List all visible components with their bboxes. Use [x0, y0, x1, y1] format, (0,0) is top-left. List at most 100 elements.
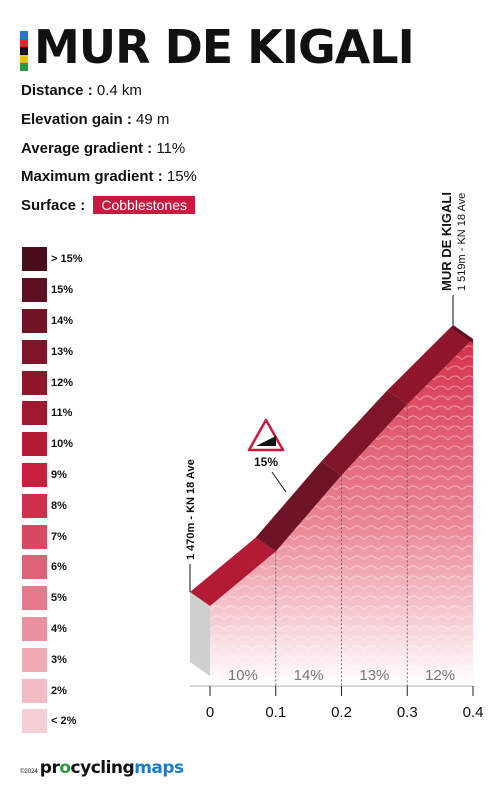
legend-swatch	[22, 462, 47, 487]
legend-label: 8%	[51, 499, 67, 512]
legend-swatch	[22, 647, 47, 672]
stripe-yellow	[20, 55, 28, 63]
x-tick-label: 0.4	[463, 704, 484, 721]
max-gradient-leader	[271, 471, 287, 493]
legend-swatch	[22, 339, 47, 364]
legend-label: 9%	[51, 468, 67, 481]
segment-gradient-label: 13%	[359, 667, 389, 684]
stripe-blue	[20, 31, 28, 39]
legend-item: 3%	[22, 644, 83, 675]
legend-item: 11%	[22, 398, 83, 429]
stat-maximum-gradient: Maximum gradient : 15%	[21, 168, 197, 185]
legend-swatch	[22, 555, 47, 580]
legend-label: 2%	[51, 684, 67, 697]
legend-item: 5%	[22, 583, 83, 614]
chart-layer: 10% 14% 13% 12% 0 0.1 0.2 0.3 0.4 1 470m - KN 18 …	[185, 192, 483, 721]
end-label-title: MUR DE KIGALI	[439, 192, 454, 291]
legend-swatch	[22, 493, 47, 518]
legend-swatch	[22, 678, 47, 703]
x-tick-label: 0	[206, 704, 214, 721]
gradient-segment-band	[255, 461, 342, 552]
brand-part: o	[59, 758, 71, 778]
legend-label: 13%	[51, 345, 74, 358]
legend-label: 12%	[51, 376, 74, 389]
gradient-segment-band	[387, 325, 473, 405]
legend-label: > 15%	[51, 253, 83, 266]
slope-icon	[256, 436, 276, 446]
gradient-segment-band	[190, 537, 276, 606]
brand-part: cycling	[70, 758, 135, 778]
segment-gradient-label: 10%	[228, 667, 258, 684]
legend-swatch	[22, 370, 47, 395]
start-wall	[190, 592, 210, 676]
stripe-black	[20, 47, 28, 55]
legend-label: 10%	[51, 438, 74, 451]
gradient-legend: > 15% 15% 14% 13% 12% 11% 10% 9% 8% 7% 6% 5% 4% 3% 2% <…	[22, 244, 83, 737]
legend-item: 14%	[22, 306, 83, 337]
legend-item: 6%	[22, 552, 83, 583]
page-title: MUR DE KIGALI	[34, 20, 415, 74]
legend-swatch	[22, 432, 47, 457]
stat-value: 49 m	[136, 111, 170, 128]
legend-item: 12%	[22, 367, 83, 398]
x-tick-label: 0.2	[331, 704, 352, 721]
legend-label: 3%	[51, 653, 67, 666]
legend-swatch	[22, 401, 47, 426]
legend-item: 2%	[22, 675, 83, 706]
legend-swatch	[22, 586, 47, 611]
brand-part: pr	[39, 758, 60, 778]
stat-label: Maximum gradient :	[21, 168, 163, 185]
legend-swatch	[22, 616, 47, 641]
stat-distance: Distance : 0.4 km	[21, 82, 142, 99]
stripe-red	[20, 39, 28, 47]
stat-label: Distance :	[21, 82, 93, 99]
footer: ©2024 procyclingmaps	[20, 758, 184, 778]
copyright: ©2024	[20, 769, 38, 775]
elevation-profile-chart: 10% 14% 13% 12% 0 0.1 0.2 0.3 0.4 1 470m - KN 18 …	[185, 192, 483, 721]
end-label-sub: 1 519m - KN 18 Ave	[456, 193, 468, 291]
x-tick-label: 0.3	[397, 704, 418, 721]
legend-item: 8%	[22, 490, 83, 521]
stat-label: Elevation gain :	[21, 111, 132, 128]
legend-item: 15%	[22, 275, 83, 306]
legend-item: 10%	[22, 429, 83, 460]
legend-item: > 15%	[22, 244, 83, 275]
legend-swatch	[22, 524, 47, 549]
legend-label: 4%	[51, 622, 67, 635]
legend-item: 13%	[22, 336, 83, 367]
brand-logo: procyclingmaps	[40, 758, 184, 778]
surface-badge: Cobblestones	[93, 196, 195, 214]
legend-swatch	[22, 308, 47, 333]
stat-average-gradient: Average gradient : 11%	[21, 140, 185, 157]
legend-label: 11%	[51, 407, 73, 420]
stat-label: Surface :	[21, 197, 86, 214]
stat-value: 11%	[156, 140, 186, 157]
stat-value: 0.4 km	[96, 82, 142, 99]
legend-label: 14%	[51, 314, 74, 327]
stripe-green	[20, 63, 28, 71]
stat-value: 15%	[166, 168, 197, 185]
rainbow-stripe-icon	[20, 31, 28, 71]
stat-surface: Surface : Cobblestones	[21, 196, 195, 214]
legend-swatch	[22, 278, 47, 303]
legend-item: 7%	[22, 521, 83, 552]
segment-gradient-label: 14%	[294, 667, 324, 684]
legend-label: 6%	[51, 561, 67, 574]
segment-gradient-label: 12%	[425, 667, 455, 684]
stat-label: Average gradient :	[21, 140, 153, 157]
legend-item: 4%	[22, 614, 83, 645]
legend-label: 15%	[51, 284, 74, 297]
legend-label: < 2%	[51, 715, 77, 728]
start-label: 1 470m - KN 18 Ave	[185, 459, 197, 560]
brand-part: maps	[134, 758, 184, 778]
legend-item: < 2%	[22, 706, 83, 737]
legend-swatch	[22, 709, 47, 734]
end-cap	[453, 325, 473, 343]
x-tick-label: 0.1	[265, 704, 286, 721]
legend-swatch	[22, 247, 47, 272]
legend-item: 9%	[22, 460, 83, 491]
max-gradient-label: 15%	[254, 455, 278, 469]
gradient-segment-band	[321, 390, 408, 476]
stat-elevation-gain: Elevation gain : 49 m	[21, 111, 169, 128]
legend-label: 5%	[51, 592, 67, 605]
